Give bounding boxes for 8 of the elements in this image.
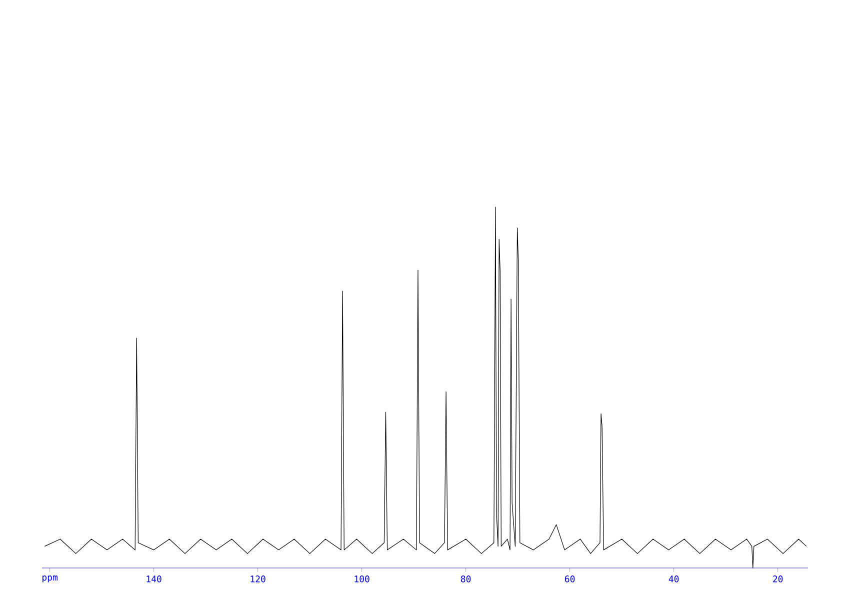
x-tick-label: ppm: [42, 576, 58, 582]
x-tick-label: 140: [146, 576, 162, 582]
x-tick-label: 80: [460, 576, 471, 582]
x-tick-label: 100: [354, 576, 370, 582]
x-tick-label: 120: [250, 576, 266, 582]
x-tick-label: 40: [668, 576, 679, 582]
x-tick-label: 60: [564, 576, 575, 582]
x-tick-label: 20: [773, 576, 783, 582]
